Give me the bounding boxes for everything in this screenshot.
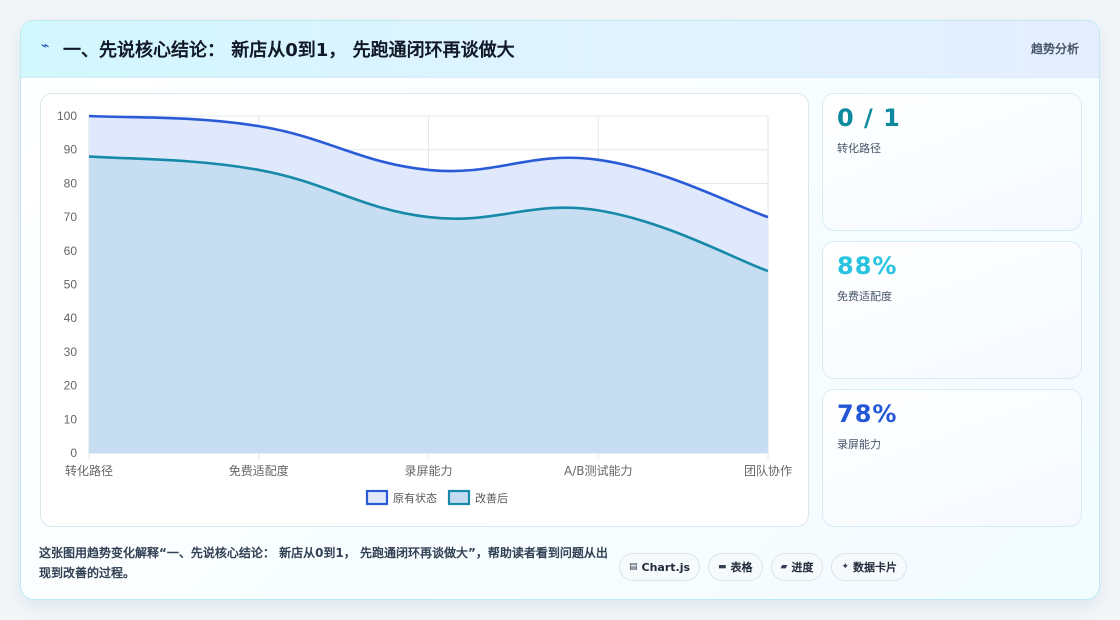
chip-label: 表格: [730, 561, 753, 574]
y-tick-label: 20: [64, 379, 78, 393]
area-chart: 0 10 20 30 40 50 60 70 80 90 100 转化路径 免费适配度 录屏能力 A/B测试…: [57, 109, 792, 506]
page-title: 一、先说核心结论： 新店从0到1， 先跑通闭环再谈做大: [63, 40, 515, 61]
y-tick-label: 80: [64, 176, 78, 190]
table-icon: ▬: [718, 562, 727, 572]
stat-card-conversion: 0 / 1 转化路径: [822, 93, 1082, 231]
x-tick-label: 录屏能力: [404, 464, 452, 478]
chip-label: 数据卡片: [853, 561, 898, 574]
y-tick-label: 60: [64, 244, 78, 258]
stat-label: 免费适配度: [837, 290, 892, 303]
legend-swatch: [447, 489, 471, 506]
chip-label: Chart.js: [641, 560, 691, 574]
header-tag: 趋势分析: [1030, 42, 1079, 56]
stat-label: 转化路径: [837, 142, 881, 155]
stat-card-free-fit: 88% 免费适配度: [822, 241, 1082, 379]
chip-table[interactable]: ▬ 表格: [708, 553, 763, 581]
card-header: ⌁ 一、先说核心结论： 新店从0到1， 先跑通闭环再谈做大 趋势分析: [21, 21, 1099, 78]
x-tick-label: A/B测试能力: [564, 463, 633, 478]
series-line-1: [88, 155, 769, 273]
chip-data-cards[interactable]: ✦ 数据卡片: [831, 553, 908, 581]
lightning-icon: ⌁: [41, 38, 50, 54]
main-card: ⌁ 一、先说核心结论： 新店从0到1， 先跑通闭环再谈做大 趋势分析 0 10 20…: [20, 20, 1100, 600]
y-tick-label: 90: [64, 143, 78, 157]
stat-value: 88%: [837, 252, 898, 280]
x-tick-label: 免费适配度: [229, 463, 289, 478]
stat-value: 0 / 1: [837, 104, 901, 132]
chip-chartjs[interactable]: ▤ Chart.js: [619, 553, 701, 581]
progress-icon: ▰: [780, 562, 788, 572]
series-area-1: [89, 156, 768, 453]
y-tick-label: 100: [57, 109, 77, 123]
chart-panel: 0 10 20 30 40 50 60 70 80 90 100 转化路径 免费适配度 录屏能力 A/B测试…: [40, 93, 809, 527]
y-tick-label: 50: [64, 278, 78, 292]
stat-value: 78%: [837, 400, 898, 428]
sparkle-icon: ✦: [841, 562, 850, 572]
legend-label: 原有状态: [393, 491, 437, 505]
series-line-0: [88, 114, 769, 219]
y-tick-label: 30: [64, 345, 78, 359]
chart-description: 这张图用趋势变化解释“一、先说核心结论： 新店从0到1， 先跑通闭环再谈做大”，…: [39, 546, 608, 580]
legend-label: 改善后: [475, 491, 508, 505]
x-tick-label: 转化路径: [65, 463, 113, 478]
tag-chips: ▤ Chart.js ▬ 表格 ▰ 进度 ✦ 数据卡片: [619, 553, 908, 581]
chip-label: 进度: [791, 561, 814, 574]
stat-label: 录屏能力: [837, 438, 881, 451]
x-tick-label: 团队协作: [744, 463, 792, 478]
y-tick-label: 0: [70, 446, 77, 460]
chip-progress[interactable]: ▰ 进度: [770, 553, 824, 581]
y-tick-label: 10: [64, 412, 78, 426]
chart-icon: ▤: [629, 562, 638, 572]
y-tick-label: 70: [64, 210, 78, 224]
stat-card-recording: 78% 录屏能力: [822, 389, 1082, 527]
legend-swatch: [365, 489, 389, 506]
y-tick-label: 40: [64, 311, 78, 325]
